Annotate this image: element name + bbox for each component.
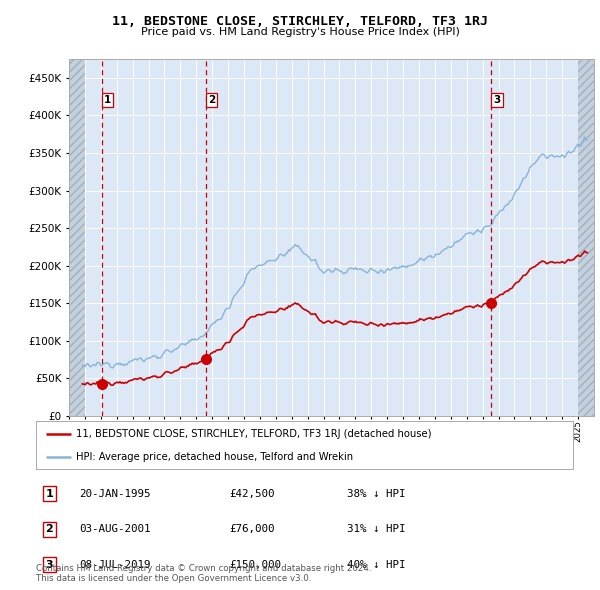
Text: 2: 2 (46, 525, 53, 534)
Bar (578, 59, 594, 416)
Text: 03-AUG-2001: 03-AUG-2001 (79, 525, 151, 534)
Text: 38% ↓ HPI: 38% ↓ HPI (347, 489, 406, 499)
Text: £76,000: £76,000 (229, 525, 275, 534)
Text: 3: 3 (493, 95, 500, 105)
Text: 08-JUL-2019: 08-JUL-2019 (79, 560, 151, 569)
Bar (69, 59, 85, 416)
Text: 20-JAN-1995: 20-JAN-1995 (79, 489, 151, 499)
Text: 11, BEDSTONE CLOSE, STIRCHLEY, TELFORD, TF3 1RJ (detached house): 11, BEDSTONE CLOSE, STIRCHLEY, TELFORD, … (76, 429, 432, 439)
Text: 31% ↓ HPI: 31% ↓ HPI (347, 525, 406, 534)
Text: Contains HM Land Registry data © Crown copyright and database right 2024.
This d: Contains HM Land Registry data © Crown c… (36, 563, 371, 583)
Text: 11, BEDSTONE CLOSE, STIRCHLEY, TELFORD, TF3 1RJ: 11, BEDSTONE CLOSE, STIRCHLEY, TELFORD, … (112, 15, 488, 28)
Text: £150,000: £150,000 (229, 560, 281, 569)
Text: 2: 2 (208, 95, 215, 105)
Text: 3: 3 (46, 560, 53, 569)
Text: HPI: Average price, detached house, Telford and Wrekin: HPI: Average price, detached house, Telf… (76, 452, 353, 462)
Text: £42,500: £42,500 (229, 489, 275, 499)
Text: 1: 1 (104, 95, 112, 105)
Text: 1: 1 (46, 489, 53, 499)
Text: 40% ↓ HPI: 40% ↓ HPI (347, 560, 406, 569)
Text: Price paid vs. HM Land Registry's House Price Index (HPI): Price paid vs. HM Land Registry's House … (140, 28, 460, 37)
